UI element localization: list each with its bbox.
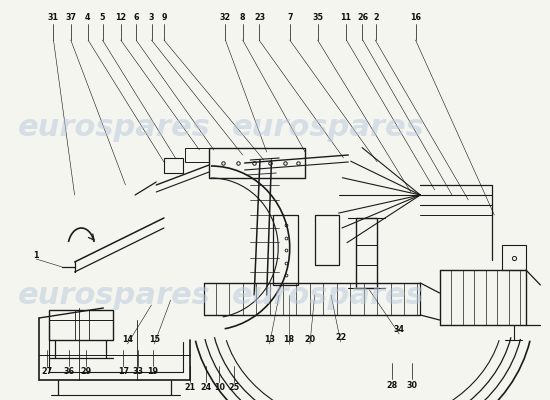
- Text: 34: 34: [394, 326, 405, 334]
- Text: 31: 31: [48, 14, 59, 22]
- Text: 19: 19: [147, 368, 158, 376]
- Text: 1: 1: [34, 250, 39, 260]
- Text: 17: 17: [118, 368, 129, 376]
- Text: eurospares: eurospares: [232, 282, 425, 310]
- Text: 15: 15: [149, 336, 160, 344]
- Text: 11: 11: [340, 14, 351, 22]
- Text: 5: 5: [100, 14, 106, 22]
- Text: eurospares: eurospares: [18, 282, 211, 310]
- Text: 13: 13: [264, 336, 275, 344]
- Text: 25: 25: [229, 384, 240, 392]
- Text: 16: 16: [410, 14, 421, 22]
- Text: 32: 32: [219, 14, 230, 22]
- Text: 2: 2: [373, 14, 378, 22]
- Text: 23: 23: [254, 14, 265, 22]
- Text: 12: 12: [116, 14, 127, 22]
- Text: 33: 33: [133, 368, 144, 376]
- Text: 35: 35: [312, 14, 323, 22]
- Text: 20: 20: [304, 336, 316, 344]
- Text: 37: 37: [65, 14, 76, 22]
- Text: 10: 10: [214, 384, 225, 392]
- Text: 9: 9: [162, 14, 167, 22]
- Text: 6: 6: [133, 14, 139, 22]
- Text: eurospares: eurospares: [232, 114, 425, 142]
- Text: 4: 4: [85, 14, 91, 22]
- Text: 24: 24: [200, 384, 211, 392]
- Text: 8: 8: [240, 14, 245, 22]
- Text: 3: 3: [149, 14, 155, 22]
- Text: 7: 7: [287, 14, 293, 22]
- Text: 22: 22: [335, 334, 346, 342]
- Text: 26: 26: [357, 14, 368, 22]
- Text: 18: 18: [283, 336, 294, 344]
- Text: 28: 28: [386, 380, 397, 390]
- Text: 21: 21: [184, 384, 195, 392]
- Text: 30: 30: [406, 380, 417, 390]
- Text: 27: 27: [42, 368, 53, 376]
- Text: 29: 29: [81, 368, 92, 376]
- Text: eurospares: eurospares: [18, 114, 211, 142]
- Text: 14: 14: [122, 336, 133, 344]
- Text: 36: 36: [64, 368, 75, 376]
